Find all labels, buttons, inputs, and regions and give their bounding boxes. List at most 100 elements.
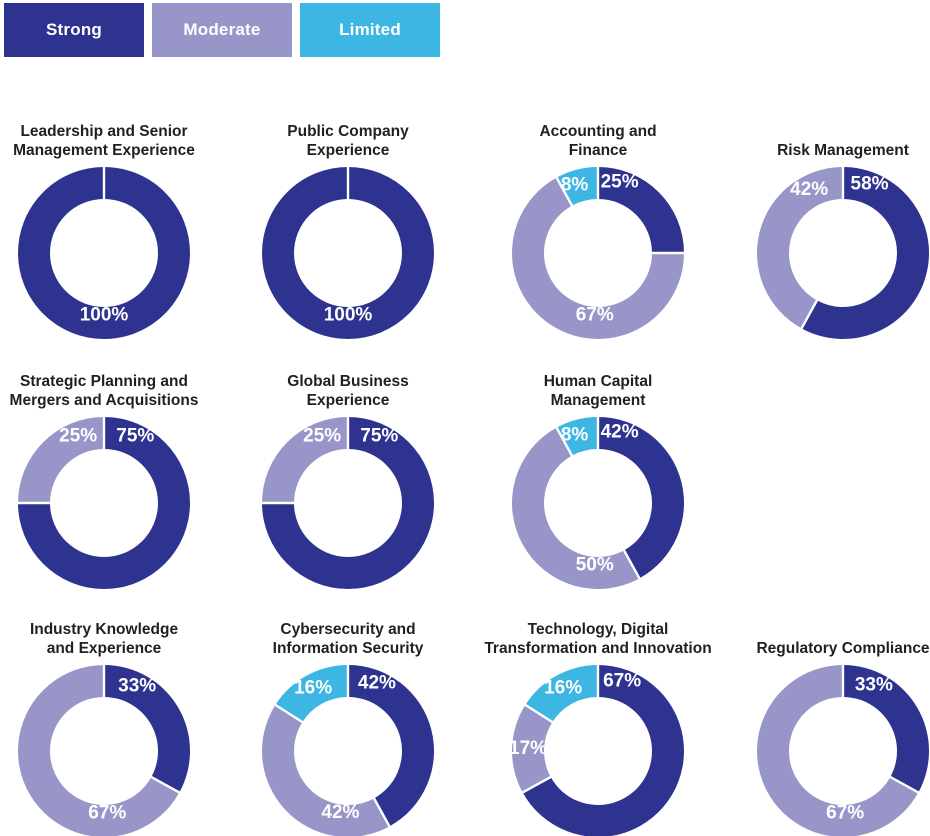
segment-percent-label: 67% [603,671,641,692]
legend-item-strong: Strong [4,3,144,57]
donut-segment-limited [525,665,598,723]
donut-segment-strong [104,665,190,793]
chart-title-line: Leadership and Senior [20,123,188,140]
chart-title: Human Capital Management [468,372,728,410]
chart-title: Accounting and Finance [468,122,728,160]
chart-title: Technology, Digital Transformation and In… [468,620,728,658]
segment-divider [523,703,555,724]
chart-title-line: Experience [306,392,390,409]
donut-segment-limited [275,665,348,723]
donut-segment-strong [843,665,929,793]
donut-segment-strong [348,665,434,827]
segment-percent-label: 100% [80,305,129,326]
donut-svg: 33% 67% [757,665,929,836]
donut-segment-strong [598,417,684,579]
donut-svg: 100% [262,167,434,339]
donut-svg: 100% [18,167,190,339]
segment-divider [372,796,392,829]
chart-title: Leadership and Senior Management Experien… [0,122,234,160]
chart-title-line: Public Company [287,123,409,140]
segment-percent-label: 25% [59,425,97,446]
chart-title: Public Company Experience [218,122,478,160]
segment-percent-label: 42% [601,422,639,443]
segment-percent-label: 33% [855,674,893,695]
segment-divider [554,175,574,208]
legend: Strong Moderate Limited [4,3,440,57]
chart-title-line: Human Capital [543,373,653,390]
segment-divider [554,425,574,458]
segment-divider [622,548,642,581]
donut-segment-moderate [757,665,919,836]
segment-percent-label: 67% [826,802,864,823]
chart-title-line: Management Experience [13,142,195,159]
chart-title-line: Information Security [272,640,424,657]
donut-segment-moderate [18,665,180,836]
segment-divider [149,775,182,795]
chart-title-line: and Experience [46,640,162,657]
donut-segment-strong [262,417,434,589]
segment-percent-label: 58% [851,173,889,194]
segment-percent-label: 75% [360,425,398,446]
chart-title-line: Management [550,392,646,409]
legend-label: Moderate [183,20,261,39]
segment-percent-label: 16% [544,678,582,699]
chart-title-line: Strategic Planning and [20,373,188,390]
segment-percent-label: 67% [88,802,126,823]
chart-title-line: Accounting and [539,123,657,140]
segment-percent-label: 50% [576,554,614,575]
segment-percent-label: 8% [561,174,589,195]
donut-svg: 33% 67% [18,665,190,836]
donut-segment-moderate [757,167,843,329]
chart-title-line: Transformation and Innovation [484,640,712,657]
segment-percent-label: 75% [116,425,154,446]
legend-item-moderate: Moderate [152,3,292,57]
donut-segment-moderate [262,704,390,836]
donut-segment-moderate [512,177,684,339]
segment-percent-label: 25% [601,172,639,193]
donut-svg: 42% 50% 8% [512,417,684,589]
segment-percent-label: 100% [324,305,373,326]
donut-svg: 75% 25% [262,417,434,589]
segment-percent-label: 42% [790,179,828,200]
donut-svg: 25% 67% 8% [512,167,684,339]
donut-segment-moderate [262,417,348,503]
segment-percent-label: 8% [561,424,589,445]
chart-title-line: Cybersecurity and [280,621,416,638]
segment-percent-label: 42% [321,802,359,823]
chart-title-line: Industry Knowledge [29,621,179,638]
segment-divider [888,775,921,795]
donut-segment-strong [801,167,929,339]
chart-title-line: Finance [568,142,628,159]
chart-title-line: Global Business [287,373,409,390]
legend-label: Strong [46,20,102,39]
legend-item-limited: Limited [300,3,440,57]
donut-segment-strong [18,417,190,589]
segment-percent-label: 17% [512,738,547,759]
segment-divider [799,298,819,331]
chart-title: Industry Knowledge and Experience [0,620,234,658]
donut-segment-moderate [512,427,640,589]
chart-title: Cybersecurity and Information Security [218,620,478,658]
segment-percent-label: 33% [118,675,156,696]
chart-title: Risk Management [713,141,930,160]
legend-label: Limited [339,20,401,39]
donut-segment-strong [598,167,684,253]
chart-title-line: Regulatory Compliance [756,640,930,657]
chart-title: Regulatory Compliance [713,639,930,658]
segment-percent-label: 67% [576,304,614,325]
segment-percent-label: 16% [294,678,332,699]
segment-percent-label: 42% [358,672,396,693]
segment-percent-label: 25% [303,425,341,446]
donut-svg: 67% 17% 16% [512,665,684,836]
donut-svg: 42% 42% 16% [262,665,434,836]
chart-title-line: Risk Management [777,142,909,159]
